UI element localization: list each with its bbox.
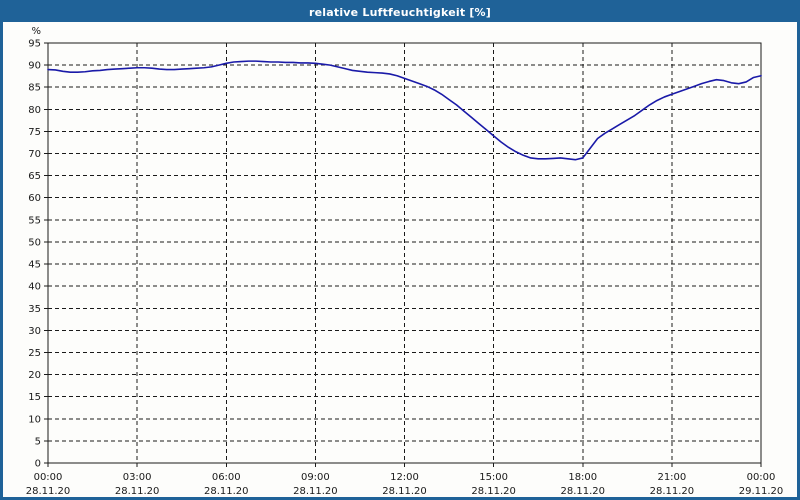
grid-lines bbox=[48, 42, 761, 463]
svg-text:28.11.20: 28.11.20 bbox=[204, 486, 249, 497]
svg-text:85: 85 bbox=[28, 83, 41, 94]
svg-text:50: 50 bbox=[28, 237, 41, 248]
svg-text:80: 80 bbox=[28, 105, 41, 116]
svg-text:15: 15 bbox=[28, 392, 41, 403]
svg-text:21:00: 21:00 bbox=[657, 472, 686, 483]
svg-text:20: 20 bbox=[28, 370, 41, 381]
svg-text:06:00: 06:00 bbox=[212, 472, 241, 483]
chart-plot-container: 0 5 10 15 20 25 30 35 40 45 50 55 60 65 70 75 80 85 90 95% … bbox=[3, 22, 797, 497]
svg-text:28.11.20: 28.11.20 bbox=[650, 486, 695, 497]
data-series-layer bbox=[47, 60, 762, 161]
svg-text:40: 40 bbox=[28, 282, 41, 293]
svg-text:0: 0 bbox=[35, 459, 41, 470]
svg-text:15:00: 15:00 bbox=[479, 472, 508, 483]
x-axis-tick-labels: 00:00 28.11.20 03:00 28.11.20 06:00 28.11.20 0… bbox=[26, 472, 784, 497]
svg-text:12:00: 12:00 bbox=[390, 472, 419, 483]
svg-text:55: 55 bbox=[28, 215, 41, 226]
svg-text:00:00: 00:00 bbox=[34, 472, 63, 483]
svg-text:95: 95 bbox=[28, 39, 41, 50]
window-titlebar: relative Luftfeuchtigkeit [%] bbox=[3, 3, 797, 22]
humidity-line-chart: 05101520253035404550556065707580859095% … bbox=[26, 26, 784, 497]
svg-text:28.11.20: 28.11.20 bbox=[115, 486, 160, 497]
svg-text:28.11.20: 28.11.20 bbox=[26, 486, 71, 497]
svg-text:29.11.20: 29.11.20 bbox=[739, 486, 784, 497]
svg-text:45: 45 bbox=[28, 260, 41, 271]
svg-text:70: 70 bbox=[28, 149, 41, 160]
svg-text:60: 60 bbox=[28, 193, 41, 204]
svg-text:09:00: 09:00 bbox=[301, 472, 330, 483]
svg-text:18:00: 18:00 bbox=[568, 472, 597, 483]
svg-text:65: 65 bbox=[28, 171, 41, 182]
svg-text:25: 25 bbox=[28, 348, 41, 359]
svg-text:28.11.20: 28.11.20 bbox=[471, 486, 516, 497]
svg-text:28.11.20: 28.11.20 bbox=[560, 486, 605, 497]
page-title: relative Luftfeuchtigkeit [%] bbox=[309, 6, 491, 19]
svg-text:28.11.20: 28.11.20 bbox=[293, 486, 338, 497]
svg-text:5: 5 bbox=[35, 436, 41, 447]
svg-text:90: 90 bbox=[28, 61, 41, 72]
svg-text:00:00: 00:00 bbox=[747, 472, 776, 483]
axis-frame bbox=[44, 42, 762, 467]
svg-text:03:00: 03:00 bbox=[123, 472, 152, 483]
svg-text:30: 30 bbox=[28, 326, 41, 337]
svg-text:10: 10 bbox=[28, 414, 41, 425]
svg-text:35: 35 bbox=[28, 304, 41, 315]
svg-text:%: % bbox=[31, 26, 41, 37]
svg-text:75: 75 bbox=[28, 127, 41, 138]
svg-text:28.11.20: 28.11.20 bbox=[382, 486, 427, 497]
y-axis-tick-labels: 0 5 10 15 20 25 30 35 40 45 50 55 60 65 70 75 80 85 90 95% bbox=[28, 26, 41, 470]
